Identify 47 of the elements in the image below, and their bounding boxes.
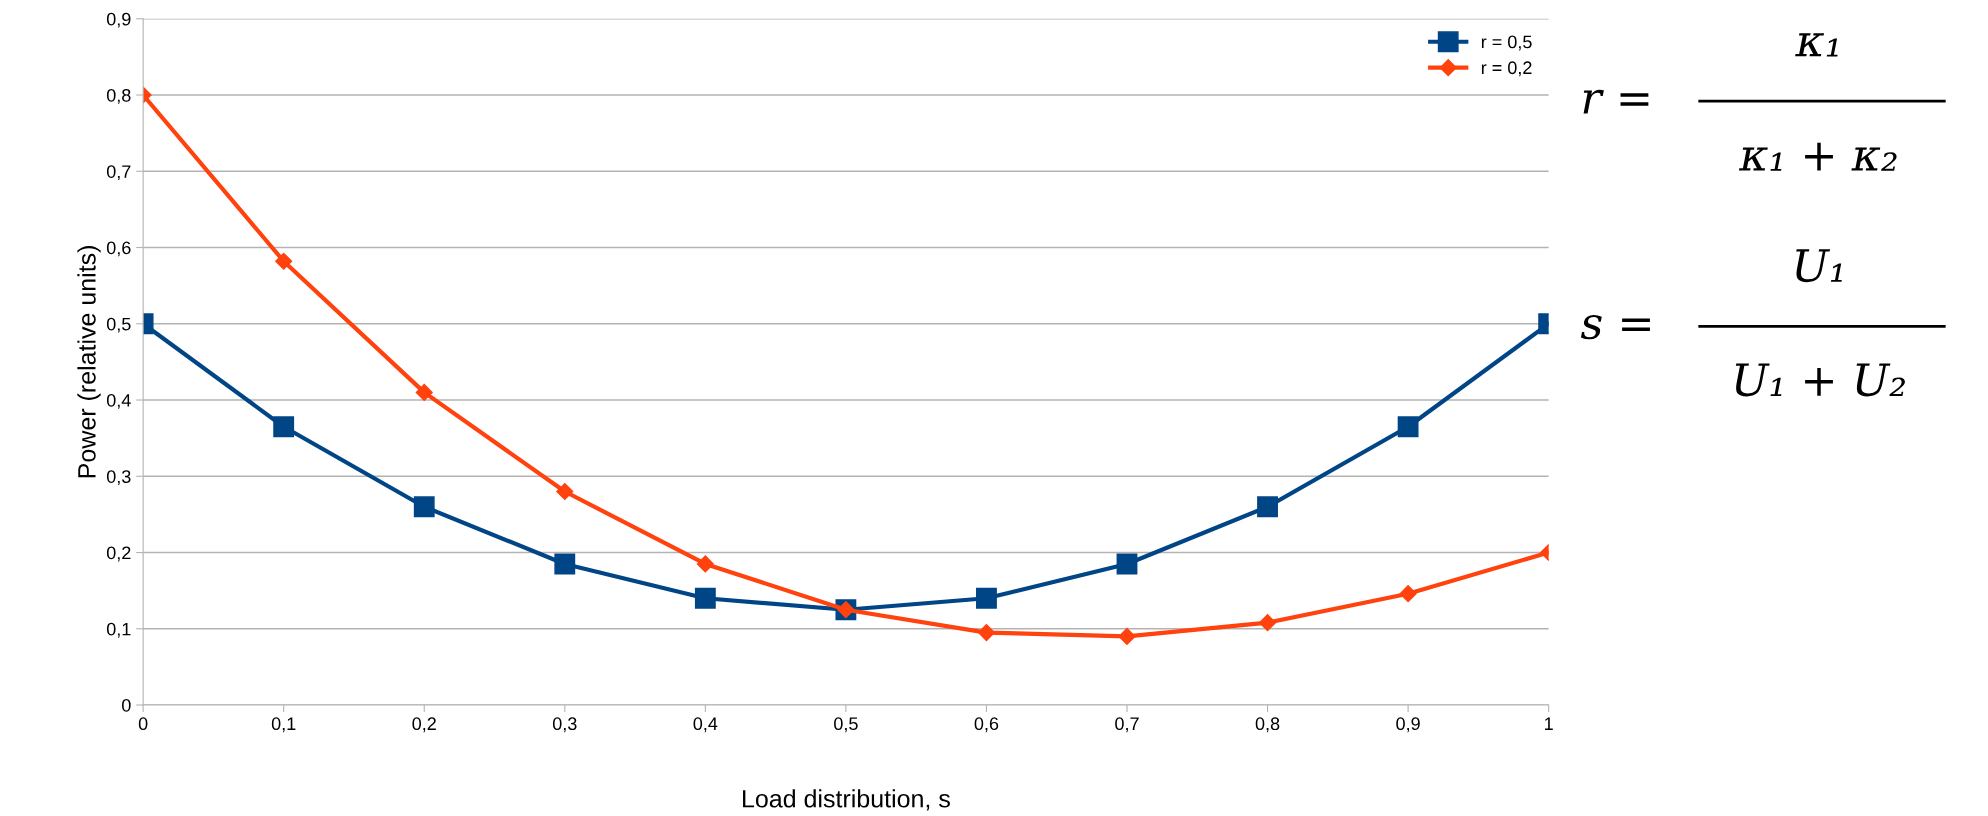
legend-label: r = 0,2 bbox=[1481, 61, 1532, 77]
point bbox=[1257, 496, 1278, 518]
point bbox=[977, 624, 995, 642]
point bbox=[1118, 627, 1136, 645]
y-tick-label: 0,5 bbox=[106, 317, 131, 333]
point bbox=[694, 587, 716, 609]
x-tick-label: 0,9 bbox=[1396, 717, 1420, 733]
text: r = bbox=[1583, 89, 1649, 114]
x-tick-label: 0,1 bbox=[271, 717, 296, 733]
x-tick-label: 0,3 bbox=[552, 717, 577, 733]
y-tick-label: 0,1 bbox=[106, 622, 131, 638]
y-tick-label: 0,6 bbox=[106, 241, 131, 257]
legend-label: r = 0,5 bbox=[1481, 35, 1532, 51]
text: κ₁ bbox=[1795, 33, 1838, 57]
point bbox=[275, 252, 293, 270]
x-tick-label: 0,6 bbox=[974, 717, 999, 733]
y-tick-label: 0,2 bbox=[106, 546, 131, 562]
point bbox=[273, 416, 295, 438]
x-tick-label: 0,4 bbox=[693, 717, 718, 733]
y-tick-label: 0,3 bbox=[106, 470, 131, 486]
point bbox=[413, 496, 435, 518]
x-tick-label: 1 bbox=[1545, 717, 1553, 730]
text: U₁ + U₂ bbox=[1735, 363, 1905, 397]
y-tick-label: 0,9 bbox=[106, 12, 131, 28]
point bbox=[1258, 614, 1277, 632]
x-tick-label: 0,2 bbox=[412, 717, 436, 733]
x-tick-label: 0,5 bbox=[834, 717, 858, 733]
x-tick-label: 0,7 bbox=[1115, 717, 1139, 733]
point bbox=[1399, 585, 1417, 603]
point bbox=[556, 482, 574, 501]
y-tick-label: 0,4 bbox=[106, 393, 131, 409]
point bbox=[1116, 553, 1138, 575]
point bbox=[1397, 416, 1419, 438]
text: κ₁ + κ₂ bbox=[1738, 142, 1897, 171]
x-tick-label: 0,8 bbox=[1255, 717, 1280, 733]
x-tick-label: 0 bbox=[138, 717, 148, 731]
y-tick-label: 0 bbox=[122, 698, 131, 712]
point bbox=[976, 587, 997, 609]
point bbox=[415, 383, 433, 401]
point bbox=[554, 553, 576, 575]
x-axis-title: Load distribution, s bbox=[743, 789, 950, 811]
y-tick-label: 0,7 bbox=[106, 165, 131, 181]
text: s = bbox=[1580, 314, 1650, 340]
y-axis-title: Power (relative units) bbox=[77, 246, 101, 478]
point bbox=[696, 555, 714, 573]
y-tick-label: 0,8 bbox=[106, 88, 131, 104]
text: U₁ bbox=[1796, 249, 1842, 283]
